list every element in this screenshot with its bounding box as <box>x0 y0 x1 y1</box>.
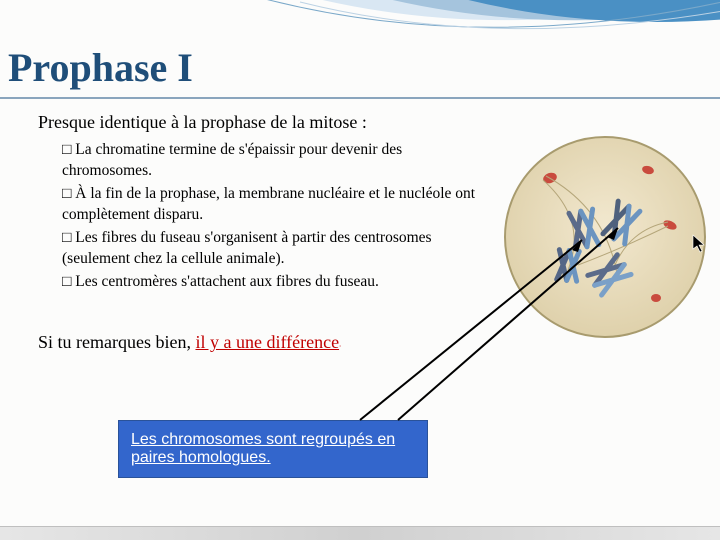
bullet-item: □ Les centromères s'attachent aux fibres… <box>62 272 482 293</box>
bullet-item: □ Les fibres du fuseau s'organisent à pa… <box>62 228 482 270</box>
cell-diagram <box>498 130 713 345</box>
bullet-item: □ La chromatine termine de s'épaissir po… <box>62 140 482 182</box>
callout-box: Les chromosomes sont regroupés en paires… <box>118 420 428 478</box>
intro-text: Presque identique à la prophase de la mi… <box>38 112 367 133</box>
bullet-item: □ À la fin de la prophase, la membrane n… <box>62 184 482 226</box>
bullet-list: □ La chromatine termine de s'épaissir po… <box>62 140 482 294</box>
footer-band <box>0 526 720 540</box>
remark-line: Si tu remarques bien, il y a une différe… <box>38 332 341 353</box>
page-title: Prophase I <box>0 44 720 99</box>
